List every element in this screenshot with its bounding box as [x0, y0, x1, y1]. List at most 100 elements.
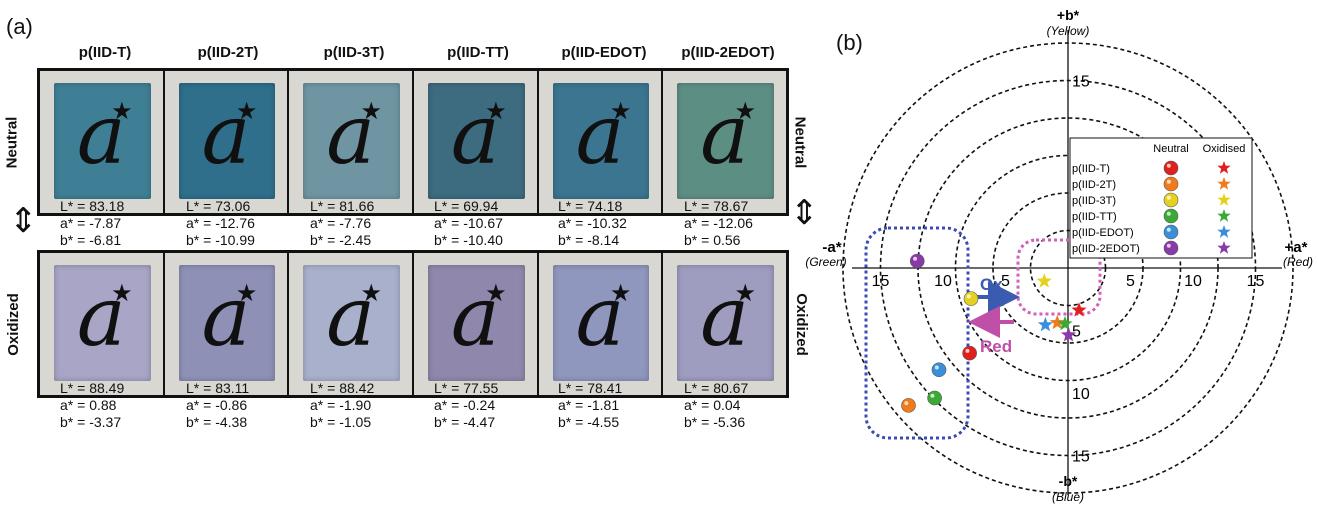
legend-neutral-marker	[1163, 208, 1179, 224]
neutral-a-value: a* = -10.67	[434, 215, 503, 231]
neutral-tile: a ★	[164, 71, 290, 213]
neutral-value-block: L* = 74.18 a* = -10.32 b* = -8.14	[558, 198, 694, 249]
oxidized-a-value: a* = -0.86	[186, 397, 248, 413]
neutral-point	[962, 345, 977, 361]
oxidized-b-value: b* = -5.36	[684, 414, 746, 430]
a-logo-glyph: a	[450, 88, 500, 183]
neg-b-sub: (Blue)	[1052, 490, 1084, 504]
a-logo-glyph: a	[575, 88, 625, 183]
star-icon: ★	[360, 280, 383, 307]
column-title: p(IID-TT)	[447, 44, 509, 61]
oxidised-point	[1036, 273, 1052, 288]
neutral-tile: a ★	[538, 71, 664, 213]
oxidized-L-value: L* = 80.67	[684, 380, 749, 396]
polymer-film	[54, 265, 151, 381]
polymer-film	[428, 265, 525, 381]
oxidized-value-block: L* = 88.49 a* = 0.88 b* = -3.37	[60, 380, 196, 431]
neutral-tile: a ★	[40, 71, 165, 213]
neutral-point	[931, 362, 947, 378]
tick-label: 10	[934, 273, 952, 290]
oxidized-value-block: L* = 78.41 a* = -1.81 b* = -4.55	[558, 380, 694, 431]
legend-neutral-marker	[1163, 240, 1179, 256]
polymer-film	[303, 265, 401, 381]
neg-a-label: -a*	[822, 239, 841, 256]
neutral-L-value: L* = 81.66	[310, 198, 375, 214]
polymer-film	[178, 83, 276, 199]
pos-a-label: +a*	[1285, 239, 1308, 256]
oxidized-b-value: b* = -1.05	[310, 414, 372, 430]
legend-neutral-marker-highlight	[1166, 211, 1171, 216]
column-title: p(IID-EDOT)	[561, 44, 647, 61]
polymer-film	[552, 265, 650, 381]
oxidized-b-value: b* = -4.38	[186, 414, 248, 430]
star-icon: ★	[485, 98, 507, 125]
neutral-point-highlight	[930, 393, 935, 398]
star-icon: ★	[485, 280, 507, 307]
neutral-b-value: b* = -6.81	[60, 232, 122, 248]
a-logo-glyph: a	[76, 88, 126, 183]
oxidised-point	[1060, 327, 1077, 342]
tick-label: 15	[1072, 449, 1090, 466]
legend-entry-label: p(IID-2T)	[1072, 179, 1116, 191]
polymer-film	[552, 83, 650, 199]
neutral-point-highlight	[934, 365, 939, 370]
neutral-b-value: b* = 0.56	[684, 232, 741, 248]
oxidized-L-value: L* = 78.41	[558, 380, 623, 396]
legend-entry-label: p(IID-3T)	[1072, 195, 1116, 207]
legend-neutral-marker-highlight	[1166, 163, 1171, 168]
neutral-point	[963, 291, 979, 306]
a-logo-glyph: a	[326, 270, 376, 365]
pos-b-sub: (Yellow)	[1047, 24, 1090, 38]
oxidised-cluster-box	[1016, 238, 1102, 316]
neutral-point	[901, 398, 916, 413]
oxidized-a-value: a* = 0.88	[60, 397, 117, 413]
oxidized-tile: a ★	[289, 253, 415, 395]
tick-label: 10	[1184, 273, 1202, 290]
neutral-b-value: b* = -10.99	[186, 232, 255, 248]
neutral-point-highlight	[965, 348, 970, 353]
neutral-a-value: a* = -7.76	[310, 215, 372, 231]
a-logo-glyph: a	[326, 88, 376, 183]
legend-oxidised-marker	[1217, 161, 1231, 174]
legend-neutral-marker	[1163, 192, 1179, 208]
neutral-value-block: L* = 81.66 a* = -7.76 b* = -2.45	[310, 198, 446, 249]
neutral-a-value: a* = -12.06	[684, 215, 753, 231]
neutral-point-highlight	[966, 294, 971, 299]
star-icon: ★	[734, 98, 757, 125]
column-title: p(IID-3T)	[323, 44, 385, 61]
tick-label: 15	[872, 273, 890, 290]
star-icon: ★	[111, 280, 133, 307]
a-logo-glyph: a	[201, 88, 251, 183]
legend: Neutral Oxidised p(IID-T) p(IID-2T) p(IID-…	[1069, 137, 1253, 259]
neutral-a-value: a* = -12.76	[186, 215, 255, 231]
legend-neutral-marker-highlight	[1166, 179, 1171, 184]
oxidized-a-value: a* = -1.81	[558, 397, 620, 413]
star-icon: ★	[235, 280, 258, 307]
oxidized-value-block: L* = 77.55 a* = -0.24 b* = -4.47	[434, 380, 570, 431]
neutral-a-value: a* = -10.32	[558, 215, 627, 231]
legend-neutral-marker-highlight	[1166, 195, 1171, 200]
a-logo-glyph: a	[700, 270, 750, 365]
panel-a-label: (a)	[6, 14, 33, 39]
tick-label: 10	[1072, 386, 1090, 403]
legend-oxidised-header: Oxidised	[1203, 143, 1246, 155]
legend-oxidised-marker	[1217, 193, 1231, 206]
oxidised-point	[1071, 302, 1087, 317]
oxidized-L-value: L* = 88.42	[310, 380, 375, 396]
oxidised-point	[1057, 315, 1073, 331]
neutral-value-block: L* = 73.06 a* = -12.76 b* = -10.99	[186, 198, 322, 249]
oxidized-tile: a ★	[663, 253, 787, 395]
legend-neutral-marker-highlight	[1166, 227, 1171, 232]
neutral-point	[927, 390, 942, 406]
star-icon: ★	[360, 98, 383, 125]
a-logo-glyph: a	[450, 270, 500, 365]
neutral-a-value: a* = -7.87	[60, 215, 122, 231]
oxidized-a-value: a* = -0.24	[434, 397, 496, 413]
star-icon: ★	[609, 280, 632, 307]
neutral-L-value: L* = 69.94	[434, 198, 499, 214]
panel-b-label: (b)	[836, 30, 863, 55]
neutral-point-highlight	[904, 401, 909, 406]
column-title: p(IID-T)	[78, 44, 132, 61]
oxidized-value-block: L* = 83.11 a* = -0.86 b* = -4.38	[186, 380, 322, 431]
